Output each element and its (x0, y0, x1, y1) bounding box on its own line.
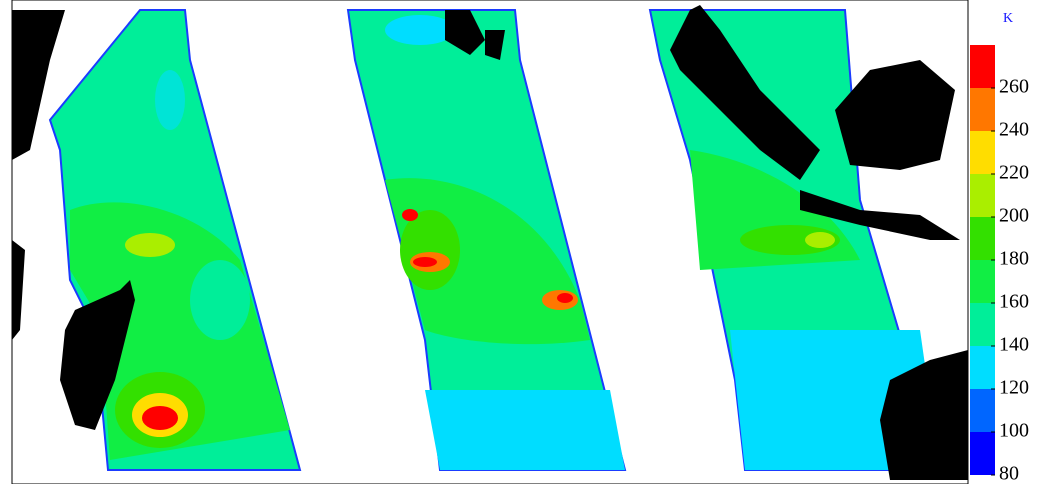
colorbar-tick-label: 200 (999, 205, 1029, 227)
colorbar-band (970, 131, 995, 174)
colorbar: K 80 100 120 140 160 180 200 220 240 260 (970, 11, 1029, 484)
colorbar-band (970, 303, 995, 346)
colorbar-tick-label: 120 (999, 377, 1029, 399)
colorbar-band (970, 432, 995, 475)
colorbar-tick-label: 160 (999, 291, 1029, 313)
colorbar-tick-label: 240 (999, 119, 1029, 141)
colorbar-band (970, 174, 995, 217)
colorbar-band (970, 389, 995, 432)
colorbar-band (970, 346, 995, 389)
colorbar-tick-label: 100 (999, 420, 1029, 442)
colorbar-tick-label: 140 (999, 334, 1029, 356)
colorbar-band (970, 88, 995, 131)
colorbar-band (970, 217, 995, 260)
colorbar-tick-label: 260 (999, 76, 1029, 98)
colorbar-band (970, 45, 995, 88)
colorbar-band (970, 260, 995, 303)
colorbar-tick-label: 180 (999, 248, 1029, 270)
colorbar-unit: K (1003, 11, 1013, 26)
map (12, 0, 968, 484)
colorbar-tick-label: 220 (999, 162, 1029, 184)
colorbar-tick-label: 80 (999, 463, 1019, 484)
page: K 80 100 120 140 160 180 200 220 240 260 (0, 0, 1040, 484)
